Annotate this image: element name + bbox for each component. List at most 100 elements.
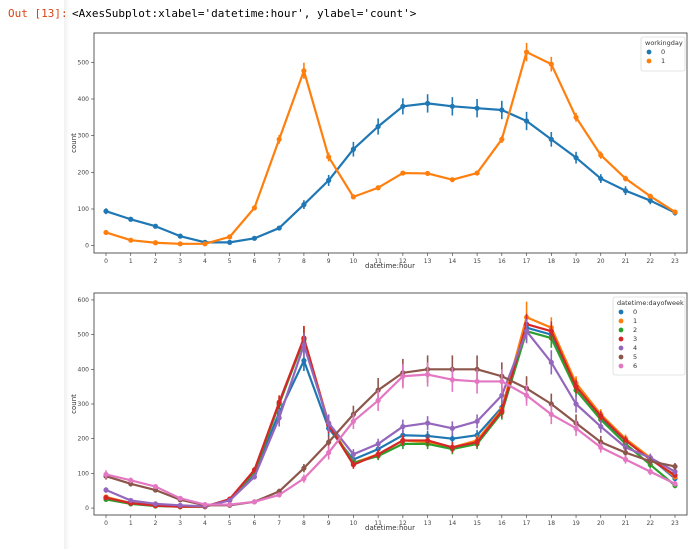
y-tick-label: 600 <box>78 297 90 304</box>
x-tick-label: 2 <box>154 258 158 265</box>
x-tick-label: 22 <box>646 520 654 527</box>
data-point <box>474 418 480 424</box>
legend-entry-label: 1 <box>633 317 637 325</box>
data-point <box>573 155 579 161</box>
x-tick-label: 19 <box>572 258 580 265</box>
data-point <box>177 241 183 247</box>
data-point <box>622 456 629 463</box>
legend-marker <box>618 327 624 333</box>
series-6 <box>103 362 678 508</box>
data-point <box>375 185 381 191</box>
data-point <box>425 100 431 106</box>
x-tick-label: 17 <box>523 520 531 527</box>
x-tick-label: 13 <box>424 258 432 265</box>
data-point <box>573 401 579 407</box>
data-point <box>301 68 307 74</box>
legend-marker <box>618 354 624 360</box>
x-tick-label: 20 <box>597 258 605 265</box>
data-point <box>400 170 406 176</box>
data-point <box>227 501 233 508</box>
data-point <box>598 444 604 450</box>
data-point <box>647 193 653 199</box>
data-point <box>523 49 530 55</box>
data-point <box>400 103 406 109</box>
data-point <box>202 501 208 508</box>
data-point <box>350 418 356 424</box>
data-point <box>622 437 629 444</box>
data-point <box>276 399 282 405</box>
data-point <box>375 397 381 404</box>
data-point <box>647 469 653 475</box>
data-point <box>301 358 307 364</box>
data-point <box>350 462 356 468</box>
x-tick-label: 11 <box>374 520 382 527</box>
data-point <box>103 495 109 501</box>
x-tick-label: 12 <box>399 520 407 527</box>
x-tick-label: 23 <box>671 520 679 527</box>
x-tick-label: 4 <box>203 520 207 527</box>
series-3 <box>103 313 678 510</box>
x-tick-label: 13 <box>424 520 432 527</box>
data-point <box>375 441 381 447</box>
x-tick-label: 4 <box>203 258 207 265</box>
data-point <box>449 436 455 442</box>
x-tick-label: 3 <box>178 520 182 527</box>
data-point <box>598 175 604 182</box>
data-point <box>326 439 332 445</box>
data-point <box>326 449 332 456</box>
y-tick-label: 0 <box>85 243 89 250</box>
data-point <box>400 423 406 430</box>
data-point <box>128 237 134 243</box>
x-tick-label: 9 <box>327 258 331 265</box>
data-point <box>548 401 554 407</box>
data-point <box>672 481 678 487</box>
data-point <box>152 240 159 246</box>
legend-marker <box>618 336 624 342</box>
output-repr-text: <AxesSubplot:xlabel='datetime:hour', yla… <box>72 7 417 20</box>
y-tick-label: 300 <box>78 133 90 140</box>
series-0 <box>103 94 678 245</box>
x-tick-label: 23 <box>671 258 679 265</box>
series-line <box>105 102 676 244</box>
data-point <box>152 483 159 490</box>
data-point <box>276 415 282 421</box>
x-tick-label: 8 <box>302 520 306 527</box>
series-line <box>105 373 676 506</box>
data-point <box>598 413 604 419</box>
data-point <box>350 194 356 200</box>
y-tick-label: 200 <box>78 436 90 443</box>
data-point <box>449 103 455 109</box>
data-point <box>598 423 604 430</box>
x-tick-label: 3 <box>178 258 182 265</box>
x-tick-label: 9 <box>327 520 331 527</box>
x-tick-label: 6 <box>253 258 257 265</box>
data-point <box>375 123 381 130</box>
data-point <box>523 392 530 398</box>
data-point <box>103 487 109 493</box>
y-tick-label: 300 <box>78 401 90 408</box>
data-point <box>548 61 554 67</box>
data-point <box>548 359 554 365</box>
data-point <box>672 463 678 470</box>
data-point <box>647 458 653 464</box>
series-1 <box>103 42 678 247</box>
data-point <box>301 342 307 348</box>
x-tick-label: 8 <box>302 258 306 265</box>
data-point <box>523 118 530 124</box>
data-point <box>499 408 505 414</box>
x-tick-label: 19 <box>572 520 580 527</box>
data-point <box>425 420 431 426</box>
data-point <box>573 384 579 390</box>
data-point <box>400 373 406 379</box>
x-tick-label: 7 <box>277 520 281 527</box>
x-tick-label: 10 <box>350 258 358 265</box>
x-tick-label: 5 <box>228 258 232 265</box>
data-point <box>499 378 505 385</box>
legend-entry-label: 2 <box>633 326 637 334</box>
legend-entry-label: 0 <box>633 308 637 316</box>
x-tick-label: 2 <box>154 520 158 527</box>
data-point <box>251 474 258 480</box>
y-axis-label: count <box>70 133 78 153</box>
